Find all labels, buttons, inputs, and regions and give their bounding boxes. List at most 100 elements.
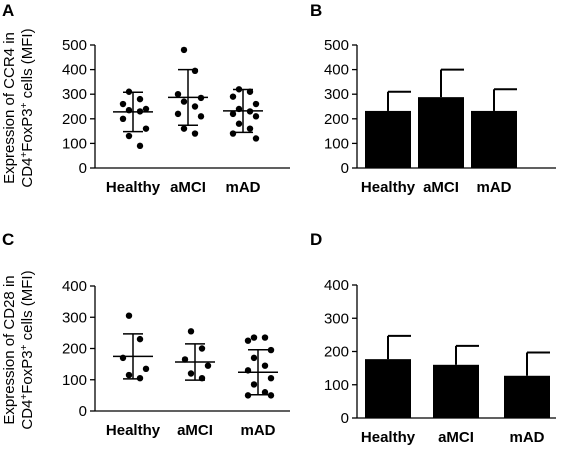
y-tick-label: 500 [62,37,87,54]
data-point [198,345,206,352]
data-point [142,365,150,373]
y-tick-label: 400 [324,277,349,294]
data-point [136,335,144,343]
panel-letter: B [310,1,322,20]
data-point [125,312,133,319]
data-point [180,125,188,132]
bar [471,110,517,168]
panel-b: B 0 100 200 300 400 500 Healthy aMCI mAD [310,1,556,196]
y-tick-label: 200 [62,111,87,128]
data-point [261,362,269,369]
data-point [267,392,275,399]
bar [365,359,411,418]
y-tick-label: 200 [324,344,349,361]
y-tick-label: 400 [324,62,349,79]
superscript: + [19,102,30,108]
y-tick-label: 0 [79,160,87,177]
data-point [229,130,237,137]
data-point [119,100,127,108]
superscript: + [19,344,30,350]
superscript: + [19,152,30,158]
data-point [125,132,133,140]
data-point [261,334,269,341]
y-tick-label: 100 [324,377,349,394]
data-point [244,337,252,344]
data-point [136,142,144,150]
data-point [267,374,275,382]
data-point [181,356,189,363]
data-point [250,334,258,341]
y-tick-label: 100 [62,372,87,389]
data-point [246,125,254,132]
data-point [187,328,195,335]
data-point [197,113,205,120]
x-tick-label: aMCI [170,179,206,196]
y-tick-label: 500 [324,37,349,54]
y-axis-title-ccr4: Expression of CCR4 in CD4+FoxP3+ cells (M… [1,28,36,187]
superscript: + [19,394,30,400]
y-tick-label: 0 [79,403,87,420]
y-tick-label: 100 [324,135,349,152]
data-point [191,103,199,110]
x-tick-label: mAD [240,422,275,439]
data-point [191,130,199,137]
data-point [142,105,150,113]
x-tick-label: Healthy [106,422,161,439]
y-tick-label: 200 [324,111,349,128]
data-point [250,354,258,362]
x-tick-label: aMCI [177,422,213,439]
y-tick-label: 300 [324,310,349,327]
x-tick-label: mAD [225,179,260,196]
bar [418,97,464,168]
bar [433,364,479,418]
data-point [187,370,195,377]
y-tick-label: 400 [62,62,87,79]
x-tick-label: mAD [509,429,544,446]
x-tick-label: aMCI [423,179,459,196]
panel-c: C 0 100 200 300 400 Healthy aMCI mAD [2,230,290,439]
y-tick-label: 400 [62,278,87,295]
title-text: cells (MFI) [19,270,36,344]
x-tick-label: Healthy [361,429,416,446]
y-axis-title-line1: Expression of CD28 in [1,275,18,424]
y-tick-label: 300 [324,86,349,103]
y-tick-label: 300 [62,86,87,103]
x-tick-label: aMCI [438,429,474,446]
data-point [252,135,260,142]
title-text: CD4 [19,400,36,430]
y-axis-title-line1: Expression of CCR4 in [1,32,18,184]
title-text: CD4 [19,158,36,188]
data-point [119,115,127,123]
bar [365,110,411,168]
data-point [174,91,182,98]
data-point [252,100,260,108]
y-tick-label: 0 [341,160,349,177]
data-point [252,113,260,120]
data-point [250,381,258,388]
panel-letter: A [2,1,14,20]
y-tick-label: 100 [62,135,87,152]
bar [504,375,550,418]
y-tick-label: 0 [341,410,349,427]
y-tick-label: 300 [62,309,87,326]
data-point [180,46,188,54]
x-tick-label: mAD [476,179,511,196]
panel-a: A 0 100 200 300 400 500 Healthy aMCI mAD [2,1,290,196]
title-text: FoxP3 [19,108,36,151]
data-point [142,125,150,132]
y-axis-title-cd28: Expression of CD28 in CD4+FoxP3+ cells (M… [1,270,36,429]
data-point [235,120,243,127]
x-tick-label: Healthy [106,179,161,196]
data-point [174,110,182,118]
data-point [136,95,144,103]
x-tick-label: Healthy [361,179,416,196]
y-axis-title-line2: CD4+FoxP3+ cells (MFI) [19,270,37,429]
y-axis-title-line2: CD4+FoxP3+ cells (MFI) [19,28,37,187]
data-point [125,371,133,379]
title-text: cells (MFI) [19,28,36,102]
data-point [204,362,212,369]
panel-d: D 0 100 200 300 400 Healthy aMCI mAD [310,230,556,446]
panel-letter: D [310,230,322,249]
data-point [229,110,237,118]
